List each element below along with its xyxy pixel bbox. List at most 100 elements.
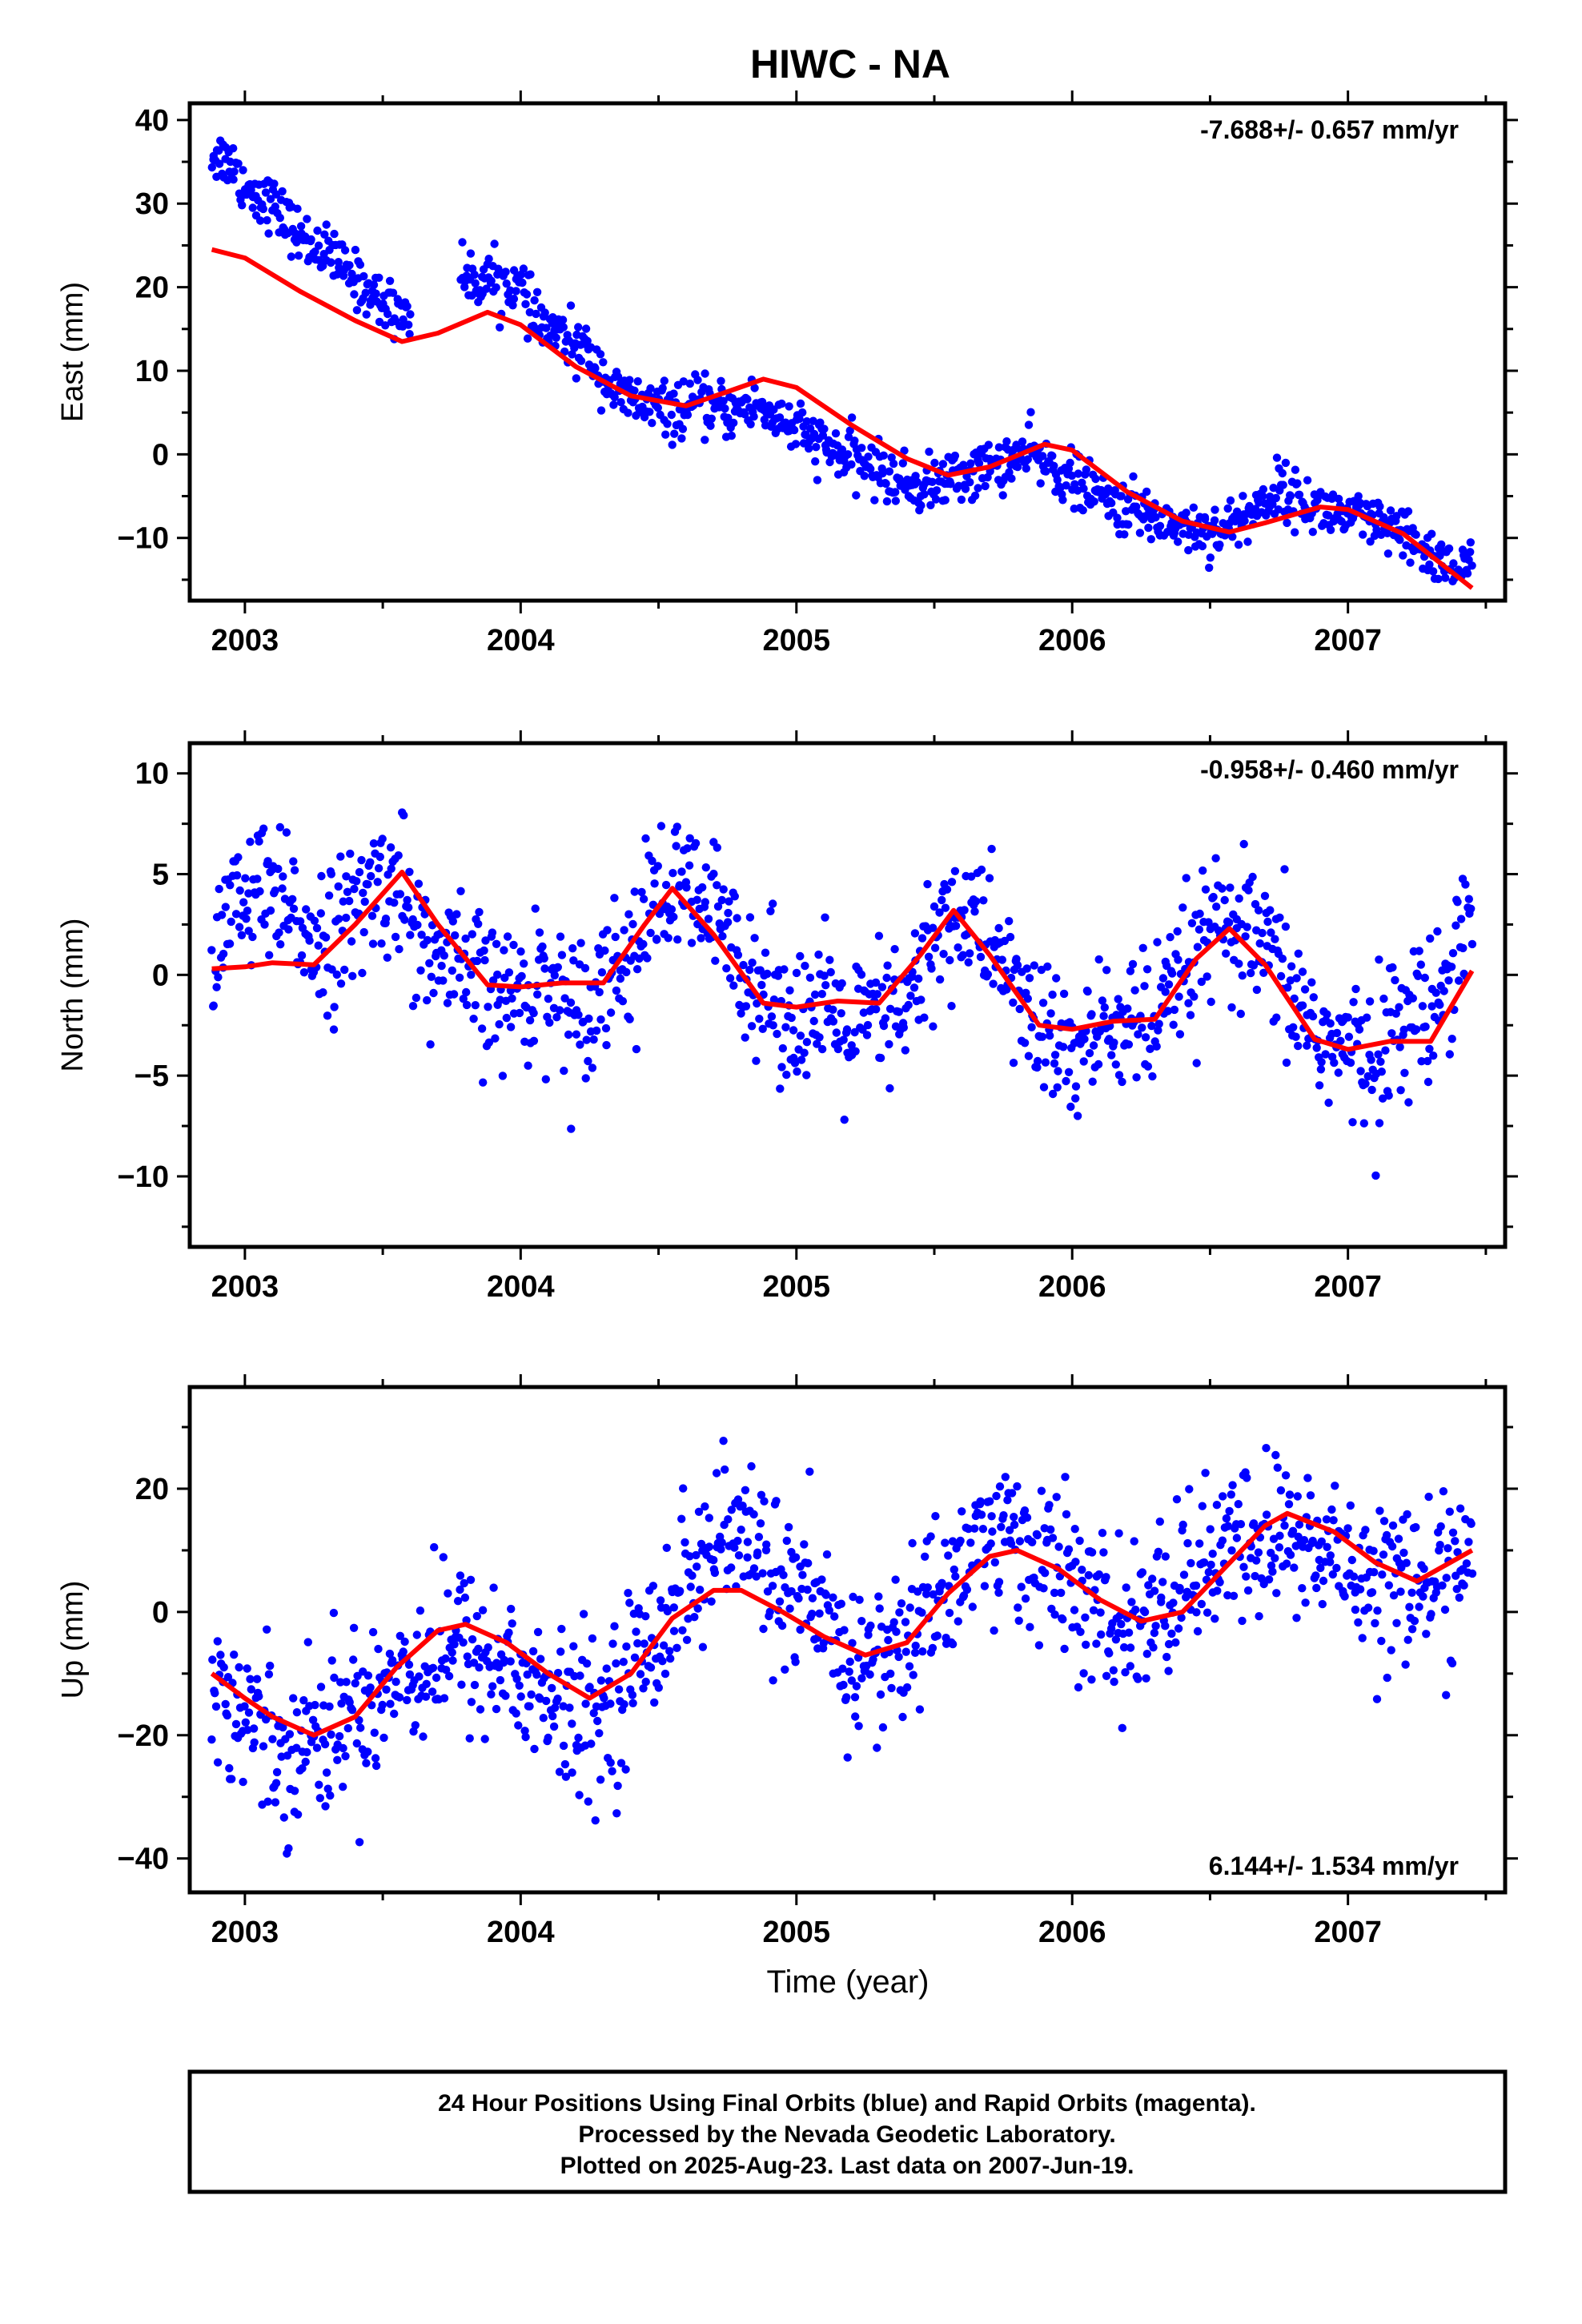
daily-position-points bbox=[207, 1437, 1477, 1858]
y-tick-label: 0 bbox=[152, 1596, 169, 1630]
position-point bbox=[456, 887, 465, 896]
position-point bbox=[737, 1526, 745, 1534]
position-point bbox=[630, 887, 639, 896]
position-point bbox=[1259, 968, 1268, 978]
position-point bbox=[568, 1768, 576, 1777]
position-point bbox=[664, 934, 673, 943]
position-point bbox=[1395, 1043, 1404, 1051]
position-point bbox=[1367, 1055, 1375, 1064]
position-point bbox=[359, 927, 368, 937]
position-point bbox=[504, 1628, 513, 1637]
position-point bbox=[759, 1624, 768, 1634]
position-point bbox=[1324, 1098, 1333, 1108]
position-point bbox=[1030, 961, 1039, 970]
position-point bbox=[794, 1594, 803, 1603]
position-point bbox=[839, 1680, 848, 1690]
position-point bbox=[1025, 974, 1034, 983]
position-point bbox=[606, 1008, 616, 1017]
position-point bbox=[1078, 1566, 1086, 1574]
position-point bbox=[559, 1741, 568, 1751]
position-point bbox=[1033, 1056, 1042, 1066]
position-point bbox=[1148, 1574, 1157, 1583]
position-point bbox=[383, 953, 391, 963]
position-point bbox=[1225, 1506, 1234, 1516]
panel-frame bbox=[187, 741, 1508, 1249]
position-point bbox=[1118, 1077, 1126, 1087]
position-point bbox=[987, 844, 996, 854]
position-point bbox=[480, 1735, 489, 1743]
position-point bbox=[779, 1570, 788, 1580]
position-point bbox=[412, 1630, 421, 1639]
position-point bbox=[1124, 520, 1133, 529]
position-point bbox=[230, 167, 239, 176]
position-point bbox=[584, 1797, 592, 1806]
position-point bbox=[1343, 1013, 1352, 1022]
position-point bbox=[791, 440, 801, 448]
position-point bbox=[821, 1590, 831, 1599]
position-point bbox=[1155, 521, 1165, 530]
position-point bbox=[217, 911, 227, 919]
position-point bbox=[938, 460, 948, 468]
position-point bbox=[1071, 1082, 1081, 1091]
position-point bbox=[1396, 1587, 1405, 1596]
position-point bbox=[529, 1008, 538, 1018]
position-point bbox=[1089, 1041, 1098, 1050]
position-point bbox=[1107, 1051, 1116, 1059]
position-point bbox=[1448, 1528, 1458, 1538]
position-point bbox=[971, 897, 981, 906]
position-point bbox=[1388, 963, 1397, 972]
position-point bbox=[633, 1638, 642, 1648]
position-point bbox=[1192, 1608, 1201, 1617]
position-point bbox=[781, 1665, 789, 1674]
position-point bbox=[243, 1726, 252, 1735]
position-point bbox=[614, 1685, 624, 1694]
position-point bbox=[1268, 1567, 1277, 1576]
position-point bbox=[1017, 1582, 1026, 1591]
position-point bbox=[1043, 962, 1052, 971]
position-point bbox=[741, 1486, 750, 1495]
position-point bbox=[1198, 541, 1207, 551]
position-point bbox=[583, 336, 592, 345]
position-point bbox=[970, 907, 979, 916]
position-point bbox=[1448, 949, 1458, 958]
position-point bbox=[1127, 1598, 1136, 1606]
position-point bbox=[796, 951, 805, 961]
position-point bbox=[1311, 1571, 1320, 1580]
position-point bbox=[1177, 1613, 1186, 1622]
position-point bbox=[862, 1031, 872, 1039]
position-point bbox=[263, 215, 271, 225]
position-point bbox=[415, 1672, 424, 1681]
position-point bbox=[1064, 1068, 1074, 1077]
x-tick-label: 2004 bbox=[487, 624, 555, 657]
rate-annotation: -7.688+/- 0.657 mm/yr bbox=[1200, 115, 1459, 144]
position-point bbox=[1423, 1077, 1433, 1087]
position-point bbox=[225, 939, 235, 948]
position-point bbox=[831, 429, 841, 438]
position-point bbox=[289, 904, 299, 914]
position-point bbox=[1326, 1019, 1335, 1028]
position-point bbox=[610, 1622, 619, 1630]
position-point bbox=[396, 1631, 404, 1640]
position-point bbox=[847, 413, 857, 422]
position-point bbox=[409, 1727, 418, 1736]
position-point bbox=[574, 1011, 583, 1019]
position-point bbox=[1218, 884, 1227, 893]
position-point bbox=[347, 269, 356, 279]
position-point bbox=[820, 971, 829, 980]
position-point bbox=[404, 320, 413, 329]
position-point bbox=[749, 1564, 759, 1573]
position-point bbox=[1241, 932, 1250, 941]
position-point bbox=[632, 965, 642, 974]
position-point bbox=[360, 897, 369, 907]
position-point bbox=[1071, 1558, 1080, 1566]
position-point bbox=[1203, 1608, 1212, 1617]
daily-position-points bbox=[207, 808, 1477, 1180]
position-point bbox=[313, 226, 322, 235]
position-point bbox=[769, 1021, 777, 1030]
position-point bbox=[1437, 540, 1446, 549]
position-point bbox=[1094, 1059, 1103, 1069]
position-point bbox=[755, 1015, 764, 1023]
position-point bbox=[857, 444, 866, 452]
position-point bbox=[576, 939, 585, 947]
position-point bbox=[1234, 541, 1243, 549]
